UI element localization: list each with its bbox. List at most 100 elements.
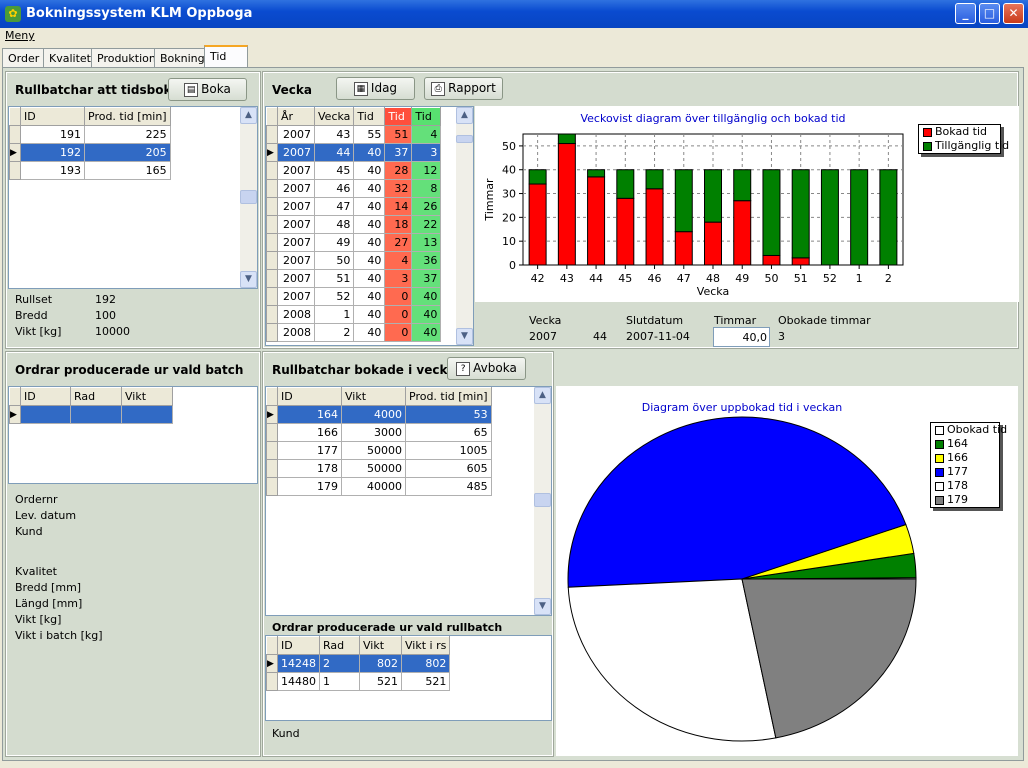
avboka-button[interactable]: ? Avboka <box>447 357 526 380</box>
timmar-input[interactable] <box>713 327 770 347</box>
col-vikt[interactable]: Vikt <box>359 636 402 655</box>
col-id[interactable]: ID <box>20 387 71 406</box>
menu-meny[interactable]: Meny <box>5 29 35 42</box>
col-vikt[interactable]: Vikt <box>121 387 173 406</box>
table-row[interactable]: 14480 1 521 521 <box>266 672 451 691</box>
col-tid-bokad[interactable]: Tid <box>384 107 413 126</box>
table-row-selected[interactable]: ▶ <box>9 405 173 424</box>
table-row[interactable]: 166 3000 65 <box>266 423 492 442</box>
rullbatchar-grid[interactable]: ID Prod. tid [min] 191 225 ▶ 192 205 193 165 … <box>8 106 258 289</box>
menu-bar: Meny <box>0 28 1028 44</box>
col-prod-tid[interactable]: Prod. tid [min] <box>405 387 492 406</box>
col-id[interactable]: ID <box>20 107 85 126</box>
row-selector <box>266 233 278 252</box>
maximize-button[interactable]: □ <box>979 3 1000 24</box>
tab-kvalitet[interactable]: Kvalitet <box>43 48 97 68</box>
cell: 3000 <box>341 423 406 442</box>
row-pointer-icon: ▶ <box>266 143 278 162</box>
tab-bokning[interactable]: Bokning <box>154 48 211 68</box>
vecka-grid[interactable]: År Vecka Tid Tid Tid 2007 43 55 51 4 ▶ 2007 44 4… <box>265 106 474 346</box>
table-row[interactable]: 2007 48 40 18 22 <box>266 215 442 234</box>
col-tid[interactable]: Tid <box>353 107 386 126</box>
col-id[interactable]: ID <box>277 387 342 406</box>
col-vikt[interactable]: Vikt <box>341 387 406 406</box>
rullbatch-orders-grid[interactable]: ID Rad Vikt Vikt i rs ▶ 14248 2 802 802 14480… <box>265 635 552 721</box>
bar-bokad <box>704 221 722 266</box>
idag-label: Idag <box>370 81 398 95</box>
boka-button[interactable]: ▤ Boka <box>168 78 247 101</box>
tab-tid[interactable]: Tid <box>204 45 248 68</box>
col-vecka[interactable]: Vecka <box>313 107 355 126</box>
col-vikt-i-rs[interactable]: Vikt i rs <box>400 636 451 655</box>
table-row[interactable]: 2008 2 40 0 40 <box>266 323 442 342</box>
cell: 0 <box>384 305 413 324</box>
col-ar[interactable]: År <box>277 107 315 126</box>
scroll-down-icon[interactable]: ▼ <box>240 271 257 288</box>
legend-item: 177 <box>931 465 999 479</box>
y-tick-label: 20 <box>502 211 516 224</box>
table-row[interactable]: 2007 47 40 14 26 <box>266 197 442 216</box>
cell: 2007 <box>277 197 315 216</box>
scroll-down-icon[interactable]: ▼ <box>534 598 551 615</box>
table-row[interactable]: 2007 46 40 32 8 <box>266 179 442 198</box>
legend-item: 166 <box>931 451 999 465</box>
table-row[interactable]: 193 165 <box>9 161 171 180</box>
table-row-selected[interactable]: ▶ 164 4000 53 <box>266 405 492 424</box>
table-row[interactable]: 2007 52 40 0 40 <box>266 287 442 306</box>
col-rad[interactable]: Rad <box>70 387 122 406</box>
bar-bokad <box>528 183 547 266</box>
scroll-thumb[interactable] <box>240 190 257 204</box>
cell: 1005 <box>405 441 492 460</box>
rullset-value: 192 <box>95 293 116 306</box>
table-row-selected[interactable]: ▶ 14248 2 802 802 <box>266 654 451 673</box>
cell: 40 <box>353 323 386 342</box>
scroll-up-icon[interactable]: ▲ <box>456 107 473 124</box>
cell: 45 <box>314 161 355 180</box>
x-tick-label: 48 <box>706 272 720 285</box>
legend-swatch <box>935 440 944 449</box>
scroll-thumb[interactable] <box>534 493 551 507</box>
col-prod-tid[interactable]: Prod. tid [min] <box>84 107 171 126</box>
cell: 2007 <box>277 143 315 162</box>
table-row[interactable]: 2007 45 40 28 12 <box>266 161 442 180</box>
col-id[interactable]: ID <box>277 636 320 655</box>
table-row[interactable]: 2007 49 40 27 13 <box>266 233 442 252</box>
table-row-selected[interactable]: ▶ 192 205 <box>9 143 171 162</box>
bar-tillganglig <box>528 169 547 185</box>
bar-chart: Veckovist diagram över tillgänglig och b… <box>475 106 1019 302</box>
scroll-up-icon[interactable]: ▲ <box>240 107 257 124</box>
table-row[interactable]: 2007 50 40 4 36 <box>266 251 442 270</box>
ordrar-batch-grid[interactable]: ID Rad Vikt ▶ <box>8 386 258 484</box>
table-row-selected[interactable]: ▶ 2007 44 40 37 3 <box>266 143 442 162</box>
scrollbar[interactable]: ▲ ▼ <box>534 387 551 615</box>
scrollbar[interactable]: ▲ ▼ <box>240 107 257 288</box>
scroll-thumb[interactable] <box>456 135 473 143</box>
cell: 40 <box>353 215 386 234</box>
bokade-grid[interactable]: ID Vikt Prod. tid [min] ▶ 164 4000 53 166 300… <box>265 386 552 616</box>
idag-button[interactable]: ▦ Idag <box>336 77 415 100</box>
table-row[interactable]: 178 50000 605 <box>266 459 492 478</box>
table-row[interactable]: 2008 1 40 0 40 <box>266 305 442 324</box>
cell: 802 <box>401 654 451 673</box>
row-selector <box>266 161 278 180</box>
cell: 0 <box>384 323 413 342</box>
tab-produktion[interactable]: Produktion <box>91 48 162 68</box>
rullset-label: Rullset <box>15 293 53 306</box>
table-row[interactable]: 2007 51 40 3 37 <box>266 269 442 288</box>
scrollbar[interactable]: ▲ ▼ <box>456 107 473 345</box>
table-row[interactable]: 2007 43 55 51 4 <box>266 125 442 144</box>
close-button[interactable]: ✕ <box>1003 3 1024 24</box>
rapport-button[interactable]: ⎙ Rapport <box>424 77 503 100</box>
pie-slice-177 <box>567 416 907 588</box>
col-rad[interactable]: Rad <box>319 636 360 655</box>
cell: 4 <box>411 125 442 144</box>
table-row[interactable]: 177 50000 1005 <box>266 441 492 460</box>
cell: 37 <box>411 269 442 288</box>
scroll-up-icon[interactable]: ▲ <box>534 387 551 404</box>
tab-order[interactable]: Order <box>2 48 46 68</box>
minimize-button[interactable]: _ <box>955 3 976 24</box>
scroll-down-icon[interactable]: ▼ <box>456 328 473 345</box>
col-tid-tillganglig[interactable]: Tid <box>411 107 442 126</box>
table-row[interactable]: 191 225 <box>9 125 171 144</box>
table-row[interactable]: 179 40000 485 <box>266 477 492 496</box>
